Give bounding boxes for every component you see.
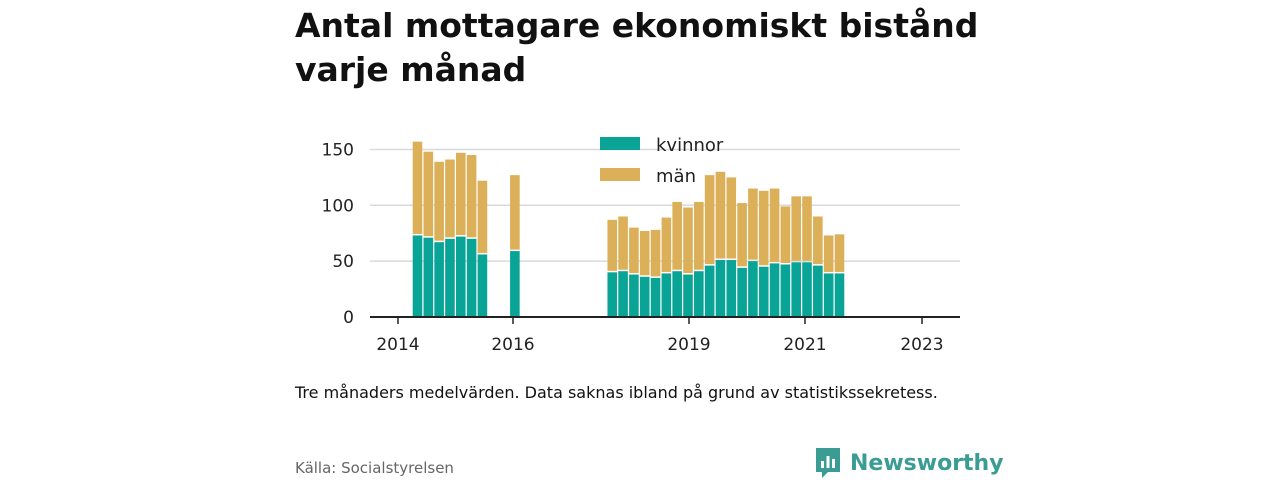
bar-man	[704, 175, 715, 265]
bar-kvinnor	[780, 264, 791, 317]
bar-kvinnor	[445, 238, 455, 317]
bar-kvinnor	[434, 242, 444, 317]
x-tick-label: 2023	[900, 335, 943, 355]
source-text: Källa: Socialstyrelsen	[295, 459, 454, 477]
bar-kvinnor	[802, 262, 812, 317]
bar-kvinnor	[412, 235, 423, 317]
brand-name: Newsworthy	[850, 450, 1004, 476]
bar-kvinnor	[683, 274, 693, 317]
x-tick-label: 2021	[783, 335, 826, 355]
bar-man	[639, 230, 650, 276]
bar-kvinnor	[466, 238, 477, 317]
bar-man	[607, 219, 618, 271]
bar-man	[726, 177, 737, 259]
bar-man	[791, 196, 801, 261]
bar-man	[780, 206, 791, 264]
bar-man	[737, 203, 747, 267]
bar-man	[661, 217, 672, 272]
bar-kvinnor	[423, 237, 434, 317]
bar-kvinnor	[715, 260, 726, 317]
bar-kvinnor	[769, 263, 780, 317]
bar-kvinnor	[704, 265, 715, 317]
chart-note: Tre månaders medelvärden. Data saknas ib…	[295, 383, 938, 402]
bar-kvinnor	[748, 261, 758, 317]
x-tick-label: 2019	[667, 335, 710, 355]
bar-man	[629, 227, 639, 274]
bar-kvinnor	[694, 271, 704, 317]
bar-man	[694, 201, 704, 270]
y-tick-label: 100	[322, 196, 354, 216]
y-tick-label: 0	[343, 308, 354, 328]
bar-kvinnor	[791, 262, 801, 317]
bar-man	[769, 188, 780, 262]
bar-man	[445, 159, 455, 238]
bar-man	[823, 235, 834, 272]
bar-kvinnor	[477, 254, 488, 317]
bar-man	[683, 207, 693, 274]
legend: kvinnor män	[600, 135, 724, 187]
bar-chart: 0 50 100 150 2014 2016 2019 2021 2023 kvinnor män	[322, 135, 960, 355]
bar-kvinnor	[455, 236, 466, 317]
bar-kvinnor	[726, 260, 737, 317]
chart-title: Antal mottagare ekonomiskt bistånd varje…	[295, 6, 979, 89]
x-tick-label: 2014	[376, 335, 419, 355]
bar-kvinnor	[813, 265, 823, 317]
bar-man	[412, 141, 423, 234]
bar-kvinnor	[758, 266, 769, 317]
y-tick-label: 50	[332, 252, 354, 272]
bar-man	[423, 151, 434, 237]
bar-kvinnor	[737, 267, 747, 317]
bar-man	[618, 216, 628, 270]
bar-man	[672, 201, 682, 270]
bar-man	[466, 155, 477, 238]
newsworthy-logo[interactable]: Newsworthy	[814, 446, 1004, 480]
bar-kvinnor	[629, 274, 639, 317]
bar-kvinnor	[834, 273, 845, 317]
bar-man	[510, 175, 520, 250]
bars	[412, 141, 845, 317]
bar-man	[758, 190, 769, 266]
axes: 0 50 100 150 2014 2016 2019 2021 2023	[322, 140, 960, 355]
bar-kvinnor	[823, 273, 834, 317]
bar-kvinnor	[661, 273, 672, 317]
bar-man	[715, 171, 726, 259]
x-tick-label: 2016	[491, 335, 534, 355]
y-tick-label: 150	[322, 140, 354, 160]
bar-man	[434, 161, 444, 241]
bar-kvinnor	[618, 271, 628, 317]
bar-kvinnor	[607, 272, 618, 317]
legend-label: kvinnor	[656, 135, 724, 156]
bar-chart-logo-icon	[816, 448, 840, 478]
legend-swatch	[600, 137, 640, 150]
bar-man	[455, 152, 466, 236]
legend-label: män	[656, 166, 696, 187]
bar-man	[813, 216, 823, 265]
bar-kvinnor	[672, 271, 682, 317]
legend-swatch	[600, 168, 640, 181]
bar-kvinnor	[639, 276, 650, 317]
bar-kvinnor	[650, 277, 661, 317]
bar-man	[748, 188, 758, 260]
bar-man	[802, 196, 812, 261]
bar-kvinnor	[510, 251, 520, 317]
bar-man	[650, 229, 661, 277]
bar-man	[477, 180, 488, 253]
bar-man	[834, 234, 845, 272]
